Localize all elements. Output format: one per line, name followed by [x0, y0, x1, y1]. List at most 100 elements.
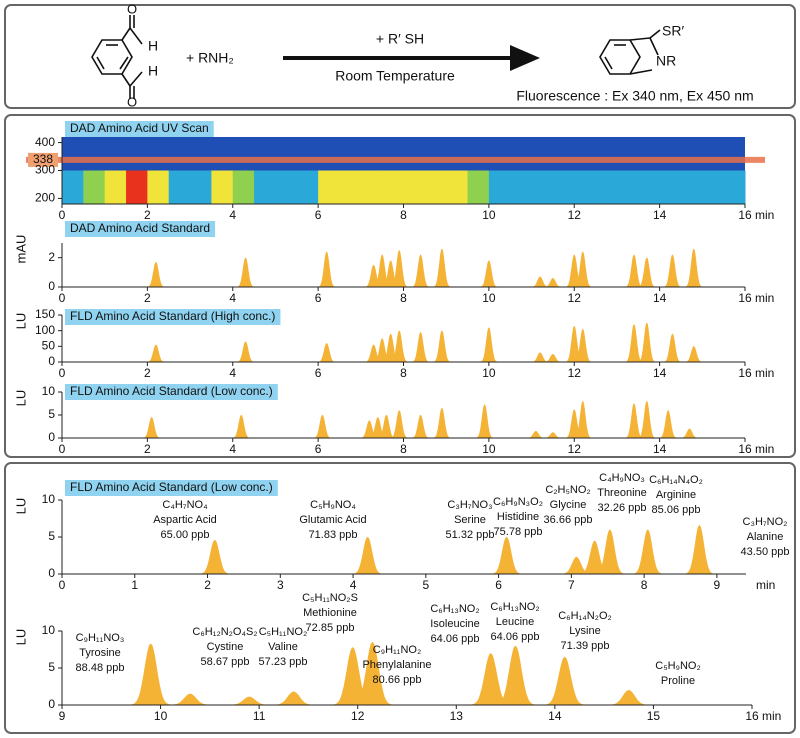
- x-tick-label: 2: [204, 578, 211, 592]
- x-tick-label: 6: [315, 291, 322, 305]
- peak-formula: C₄H₇NO₄: [162, 499, 208, 511]
- peak-name: Proline: [661, 675, 695, 687]
- x-tick-label: 2: [144, 291, 151, 305]
- peak: [410, 331, 431, 363]
- y-axis-label: LU: [13, 390, 28, 407]
- x-tick-label: 16: [745, 709, 759, 723]
- y-axis-label: LU: [13, 313, 28, 330]
- atom-label: SR′: [662, 23, 684, 39]
- condition: Room Temperature: [335, 68, 455, 84]
- peak: [572, 328, 593, 363]
- peak-formula: C₆H₉N₃O₂: [493, 496, 543, 508]
- chart-title-box: [65, 121, 214, 137]
- peak: [145, 261, 167, 288]
- y-tick-label: 0: [48, 566, 55, 580]
- peak-formula: C₆H₁₄N₄O₂: [649, 474, 703, 486]
- peak-formula: C₅H₁₁NO₂S: [302, 592, 358, 604]
- x-axis-label: min: [755, 208, 774, 222]
- peak: [572, 400, 593, 439]
- heatmap-cell: [190, 170, 212, 204]
- y-tick-label: 5: [48, 529, 55, 543]
- x-tick-label: 11: [253, 709, 266, 723]
- peak-formula: C₂H₅NO₂: [545, 484, 590, 496]
- x-tick-label: 6: [315, 208, 322, 222]
- x-tick-label: 0: [59, 208, 66, 222]
- peak: [145, 344, 167, 363]
- x-tick-label: 4: [229, 366, 236, 380]
- heatmap-cell: [296, 170, 319, 204]
- peak: [572, 251, 593, 288]
- x-tick-label: 6: [495, 578, 502, 592]
- heatmap-cell: [510, 170, 533, 204]
- peak: [410, 414, 431, 439]
- y-tick-label: 5: [48, 660, 55, 674]
- peak-concentration: 71.39 ppb: [561, 640, 610, 652]
- x-tick-label: 2: [144, 442, 151, 456]
- peak: [542, 353, 564, 363]
- fluorescence-note: Fluorescence : Ex 340 nm, Ex 450 nm: [516, 88, 753, 104]
- x-tick-label: 14: [653, 366, 667, 380]
- peak-name: Valine: [268, 641, 298, 653]
- y-tick-label: 0: [48, 279, 55, 293]
- peak: [683, 345, 704, 363]
- heatmap-cell: [211, 170, 234, 204]
- peak: [623, 254, 645, 288]
- peak: [529, 276, 551, 288]
- peak: [231, 414, 252, 439]
- x-tick-label: 13: [450, 709, 464, 723]
- atom-label: H: [148, 63, 158, 79]
- heatmap-cell: [275, 170, 298, 204]
- x-tick-label: 12: [568, 208, 582, 222]
- x-tick-label: 8: [400, 291, 407, 305]
- peak-name: Leucine: [496, 616, 535, 628]
- x-tick-label: 0: [59, 578, 66, 592]
- x-tick-label: 0: [59, 442, 66, 456]
- peak-formula: C₆H₁₂N₂O₄S₂: [192, 626, 257, 638]
- x-tick-label: 4: [350, 578, 357, 592]
- peak: [541, 656, 589, 706]
- peak: [489, 536, 525, 575]
- product-structure: [599, 29, 661, 75]
- y-tick-label: 400: [35, 135, 55, 149]
- atom-label: H: [148, 38, 158, 54]
- y-tick-label: 50: [42, 339, 56, 353]
- peak: [350, 536, 386, 575]
- peak: [235, 257, 256, 288]
- x-tick-label: 0: [59, 291, 66, 305]
- x-tick-label: 1: [131, 578, 138, 592]
- x-tick-label: 10: [482, 442, 496, 456]
- detail-panel: [4, 462, 796, 734]
- heatmap-cell: [680, 170, 703, 204]
- peak: [491, 645, 540, 706]
- y-tick-label: 0: [48, 430, 55, 444]
- peak: [431, 248, 453, 288]
- peak: [525, 430, 547, 439]
- peak-name: Aspartic Acid: [153, 514, 217, 526]
- y-tick-label: 5: [48, 407, 55, 421]
- x-tick-label: 14: [653, 442, 667, 456]
- peak: [166, 693, 214, 706]
- x-tick-label: 10: [482, 291, 496, 305]
- peak-name: Histidine: [497, 511, 539, 523]
- x-tick-label: 8: [400, 442, 407, 456]
- y-tick-label: 300: [35, 163, 55, 177]
- peak: [431, 330, 453, 363]
- peak: [605, 689, 653, 706]
- heatmap-cell: [382, 170, 404, 204]
- peak-name: Cystine: [207, 641, 244, 653]
- reaction-panel: [4, 4, 796, 109]
- atom-label: NR: [656, 53, 676, 69]
- peak-concentration: 58.67 ppb: [201, 656, 250, 668]
- peak-concentration: 51.32 ppb: [446, 529, 495, 541]
- heatmap-cell: [702, 170, 725, 204]
- x-axis-label: min: [755, 291, 774, 305]
- peak-concentration: 80.66 ppb: [373, 674, 422, 686]
- heatmap-cell: [467, 170, 490, 204]
- x-axis-label: min: [762, 709, 781, 723]
- peak-name: Threonine: [597, 487, 647, 499]
- x-tick-label: 14: [548, 709, 562, 723]
- y-tick-label: 0: [48, 354, 55, 368]
- peak-name: Arginine: [656, 489, 696, 501]
- chart-title: FLD Amino Acid Standard (High conc.): [70, 309, 275, 323]
